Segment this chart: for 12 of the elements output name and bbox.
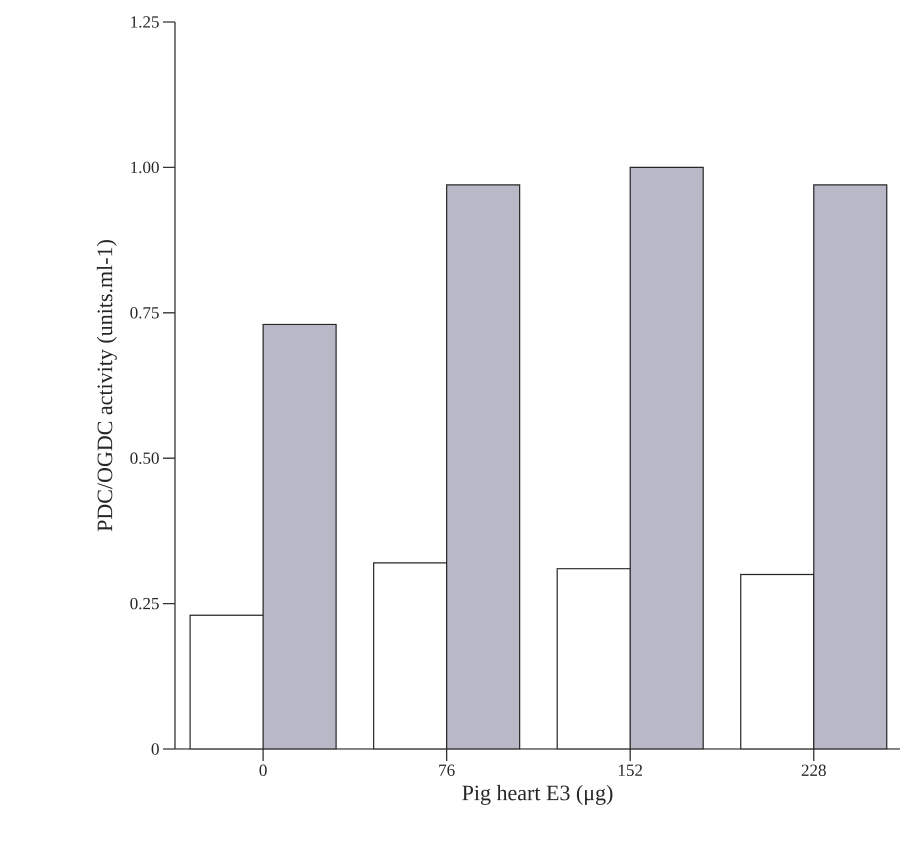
y-tick-label: 1.25 (131, 16, 159, 28)
y-tick-label: 1.00 (131, 162, 159, 174)
y-tick-label: 0.75 (130, 307, 159, 319)
x-tick-label: 228 (802, 764, 826, 776)
x-tick-label: 152 (618, 764, 642, 776)
y-tick-label: 0.50 (130, 452, 159, 464)
x-tick-label: 76 (439, 764, 455, 776)
x-tick-label: 0 (260, 764, 267, 776)
y-tick-label: 0 (152, 743, 159, 755)
x-axis-title: Pig heart E3 (μg) (462, 784, 612, 805)
y-tick-label: 0.25 (130, 598, 159, 610)
y-axis-title: PDC/OGDC activity (units.ml-1) (96, 240, 117, 532)
